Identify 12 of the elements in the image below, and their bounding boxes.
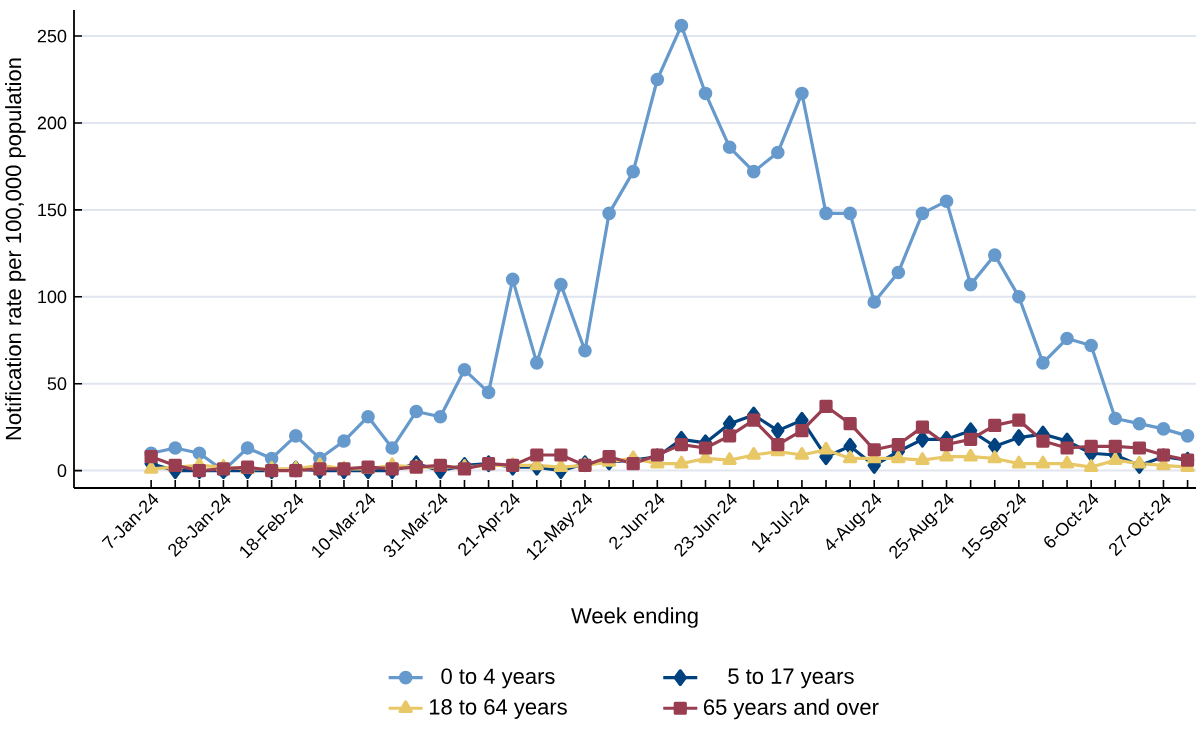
legend-label: 65 years and over — [703, 698, 879, 720]
x-axis-title: Week ending — [571, 607, 698, 628]
y-tick-label: 250 — [37, 29, 67, 43]
y-tick-label: 100 — [38, 290, 67, 304]
y-axis-title: Notification rate per 100,000 population — [5, 58, 26, 440]
legend-label: 0 to 4 years — [441, 668, 555, 689]
y-tick-label: 50 — [47, 377, 67, 391]
y-tick-label: 200 — [37, 116, 67, 130]
legend-label: 18 to 64 years — [429, 699, 567, 719]
y-tick-label: 150 — [38, 203, 67, 217]
y-tick-label: 0 — [57, 464, 67, 477]
legend-label: 5 to 17 years — [728, 668, 854, 689]
